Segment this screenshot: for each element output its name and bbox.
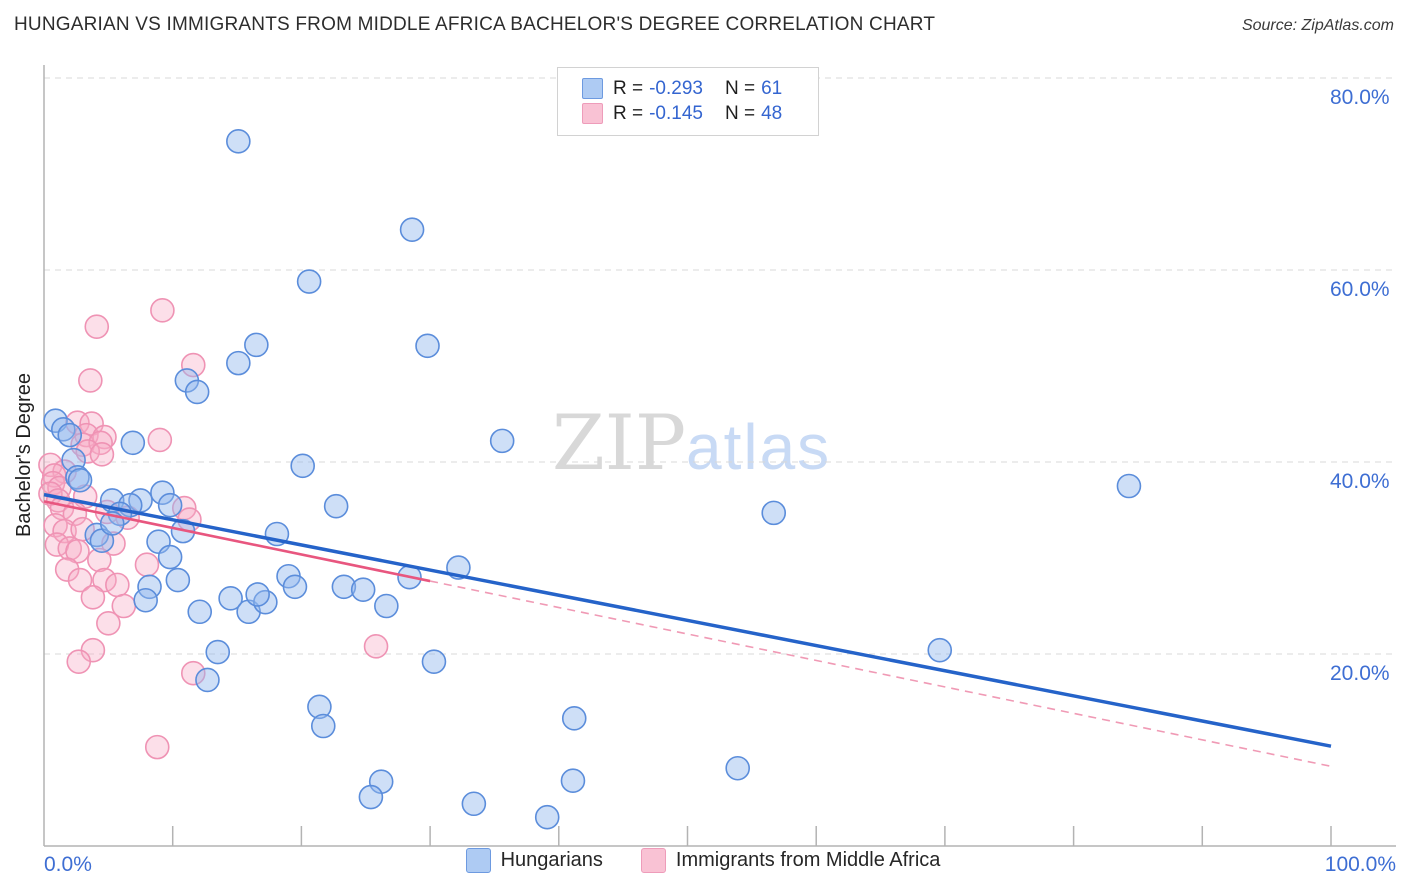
scatter-point-hungarians[interactable]	[205, 639, 231, 665]
scatter-point-immigrants[interactable]	[363, 634, 389, 659]
scatter-point-hungarians[interactable]	[187, 599, 213, 625]
hungarians-swatch-icon	[582, 78, 603, 99]
n-label: N =	[724, 102, 756, 124]
immigrants-legend-swatch-icon	[640, 848, 666, 873]
scatter-point-hungarians[interactable]	[761, 500, 787, 526]
r-label: R =	[613, 77, 644, 99]
scatter-point-hungarians[interactable]	[67, 467, 93, 493]
y-axis-label: 60.0%	[1330, 278, 1390, 301]
scatter-point-hungarians[interactable]	[374, 593, 399, 619]
legend-row-hungarians: R = -0.293 N = 61	[582, 76, 806, 101]
scatter-point-hungarians[interactable]	[307, 694, 332, 720]
legend-label: Immigrants from Middle Africa	[675, 849, 941, 871]
scatter-point-hungarians[interactable]	[244, 332, 269, 358]
correlation-legend-box: R = -0.293 N = 61 R = -0.145 N = 48	[557, 67, 819, 136]
scatter-point-hungarians[interactable]	[350, 577, 376, 602]
scatter-point-immigrants[interactable]	[65, 538, 90, 564]
scatter-point-hungarians[interactable]	[150, 480, 175, 506]
scatter-point-immigrants[interactable]	[147, 427, 173, 453]
scatter-point-hungarians[interactable]	[560, 768, 586, 794]
scatter-point-hungarians[interactable]	[245, 582, 270, 607]
scatter-point-immigrants[interactable]	[180, 352, 206, 378]
scatter-point-hungarians[interactable]	[399, 217, 425, 242]
scatter-point-hungarians[interactable]	[461, 791, 487, 817]
scatter-point-immigrants[interactable]	[89, 442, 115, 467]
scatter-point-hungarians[interactable]	[358, 784, 384, 810]
scatter-point-immigrants[interactable]	[84, 314, 110, 339]
hungarians-legend-swatch-icon	[465, 848, 491, 873]
hungarians-trend-line-solid	[43, 492, 1332, 748]
immigrants-trend-line-dashed	[429, 580, 1332, 768]
scatter-point-hungarians[interactable]	[310, 713, 336, 739]
scatter-point-hungarians[interactable]	[282, 574, 308, 600]
y-axis-label: 40.0%	[1330, 470, 1390, 493]
x-axis-min-label: 0.0%	[44, 853, 92, 876]
x-axis-max-label: 100.0%	[1324, 853, 1396, 876]
scatter-point-hungarians[interactable]	[57, 422, 83, 448]
scatter-point-immigrants[interactable]	[54, 557, 80, 582]
scatter-point-hungarians[interactable]	[415, 333, 440, 359]
y-axis-label: 80.0%	[1330, 86, 1390, 109]
n-value: 61	[761, 77, 783, 99]
scatter-point-immigrants[interactable]	[92, 567, 117, 593]
r-label: R =	[613, 102, 644, 124]
scatter-point-immigrants[interactable]	[134, 552, 160, 578]
scatter-point-hungarians[interactable]	[331, 574, 357, 600]
scatter-point-hungarians[interactable]	[290, 453, 315, 479]
scatter-point-hungarians[interactable]	[157, 492, 183, 518]
r-value: -0.293	[649, 77, 703, 99]
legend-item-hungarians: Hungarians	[465, 848, 603, 873]
y-axis-title: Bachelor's Degree	[13, 373, 35, 537]
scatter-point-immigrants[interactable]	[150, 298, 175, 323]
scatter-point-immigrants[interactable]	[80, 585, 106, 610]
scatter-point-immigrants[interactable]	[87, 547, 112, 573]
scatter-point-hungarians[interactable]	[323, 493, 349, 519]
scatter-point-hungarians[interactable]	[226, 129, 251, 154]
series-legend: Hungarians Immigrants from Middle Africa	[0, 848, 1406, 873]
scatter-point-hungarians[interactable]	[120, 430, 146, 456]
scatter-point-hungarians[interactable]	[725, 755, 750, 781]
scatter-point-immigrants[interactable]	[144, 734, 170, 760]
scatter-point-hungarians[interactable]	[421, 649, 447, 674]
scatter-point-hungarians[interactable]	[1116, 473, 1142, 499]
n-label: N =	[724, 77, 756, 99]
scatter-point-immigrants[interactable]	[96, 610, 121, 636]
scatter-point-hungarians[interactable]	[296, 269, 322, 294]
legend-item-immigrants: Immigrants from Middle Africa	[640, 848, 941, 873]
immigrants-trend-line-solid	[43, 500, 431, 583]
scatter-point-immigrants[interactable]	[180, 660, 206, 686]
scatter-point-hungarians[interactable]	[165, 567, 191, 593]
scatter-point-hungarians[interactable]	[534, 804, 560, 830]
scatter-point-hungarians[interactable]	[137, 574, 162, 600]
scatter-point-hungarians[interactable]	[927, 637, 953, 663]
scatter-point-hungarians[interactable]	[157, 544, 183, 570]
scatter-point-immigrants[interactable]	[67, 567, 93, 593]
y-axis-label: 20.0%	[1330, 662, 1390, 685]
source-attribution: Source: ZipAtlas.com	[1241, 17, 1394, 34]
scatter-point-hungarians[interactable]	[195, 667, 220, 693]
page-title: HUNGARIAN VS IMMIGRANTS FROM MIDDLE AFRI…	[14, 14, 936, 35]
scatter-point-hungarians[interactable]	[218, 586, 243, 611]
r-value: -0.145	[649, 102, 703, 124]
legend-row-immigrants: R = -0.145 N = 48	[582, 101, 806, 126]
scatter-point-hungarians[interactable]	[226, 350, 251, 376]
scatter-point-immigrants[interactable]	[66, 649, 92, 674]
scatter-point-immigrants[interactable]	[78, 368, 103, 393]
scatter-point-hungarians[interactable]	[184, 379, 210, 405]
legend-label: Hungarians	[500, 849, 603, 871]
scatter-point-hungarians[interactable]	[489, 428, 515, 454]
scatter-point-hungarians[interactable]	[561, 706, 587, 731]
immigrants-swatch-icon	[582, 103, 603, 124]
n-value: 48	[761, 102, 783, 124]
scatter-point-hungarians[interactable]	[133, 587, 158, 613]
scatter-point-immigrants[interactable]	[105, 572, 130, 598]
